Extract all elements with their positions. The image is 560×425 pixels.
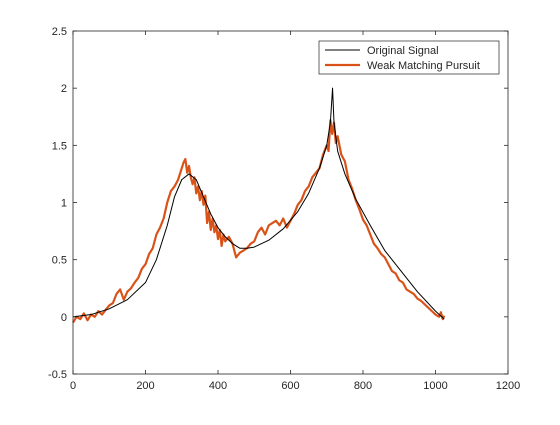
- legend-label-weak-matching-pursuit: Weak Matching Pursuit: [367, 60, 480, 72]
- legend-label-original-signal: Original Signal: [367, 45, 439, 57]
- y-tick-label: 1.5: [52, 140, 67, 152]
- y-axis: -0.5 0 0.5 1 1.5 2 2.5: [48, 26, 508, 381]
- x-tick-label: 400: [209, 380, 227, 392]
- x-tick-label: 1200: [496, 380, 520, 392]
- y-tick-label: 2.5: [52, 26, 67, 38]
- x-tick-label: 1000: [423, 380, 447, 392]
- series-line-original-signal: [72, 87, 445, 320]
- series-line-weak-matching-pursuit: [72, 119, 446, 324]
- y-tick-label: -0.5: [48, 369, 67, 381]
- x-tick-label: 600: [281, 380, 299, 392]
- x-tick-label: 800: [354, 380, 372, 392]
- legend-box: [318, 40, 500, 75]
- x-axis: 0 200 400 600 800 1000 1200: [70, 31, 520, 392]
- x-tick-label: 0: [70, 380, 76, 392]
- legend: Original Signal Weak Matching Pursuit: [318, 40, 500, 75]
- plot-area-background: [73, 31, 508, 374]
- y-tick-label: 1: [61, 198, 67, 210]
- y-tick-label: 0.5: [52, 255, 67, 267]
- x-tick-label: 200: [136, 380, 154, 392]
- series-layer: [72, 87, 446, 324]
- y-tick-label: 2: [61, 83, 67, 95]
- y-tick-label: 0: [61, 312, 67, 324]
